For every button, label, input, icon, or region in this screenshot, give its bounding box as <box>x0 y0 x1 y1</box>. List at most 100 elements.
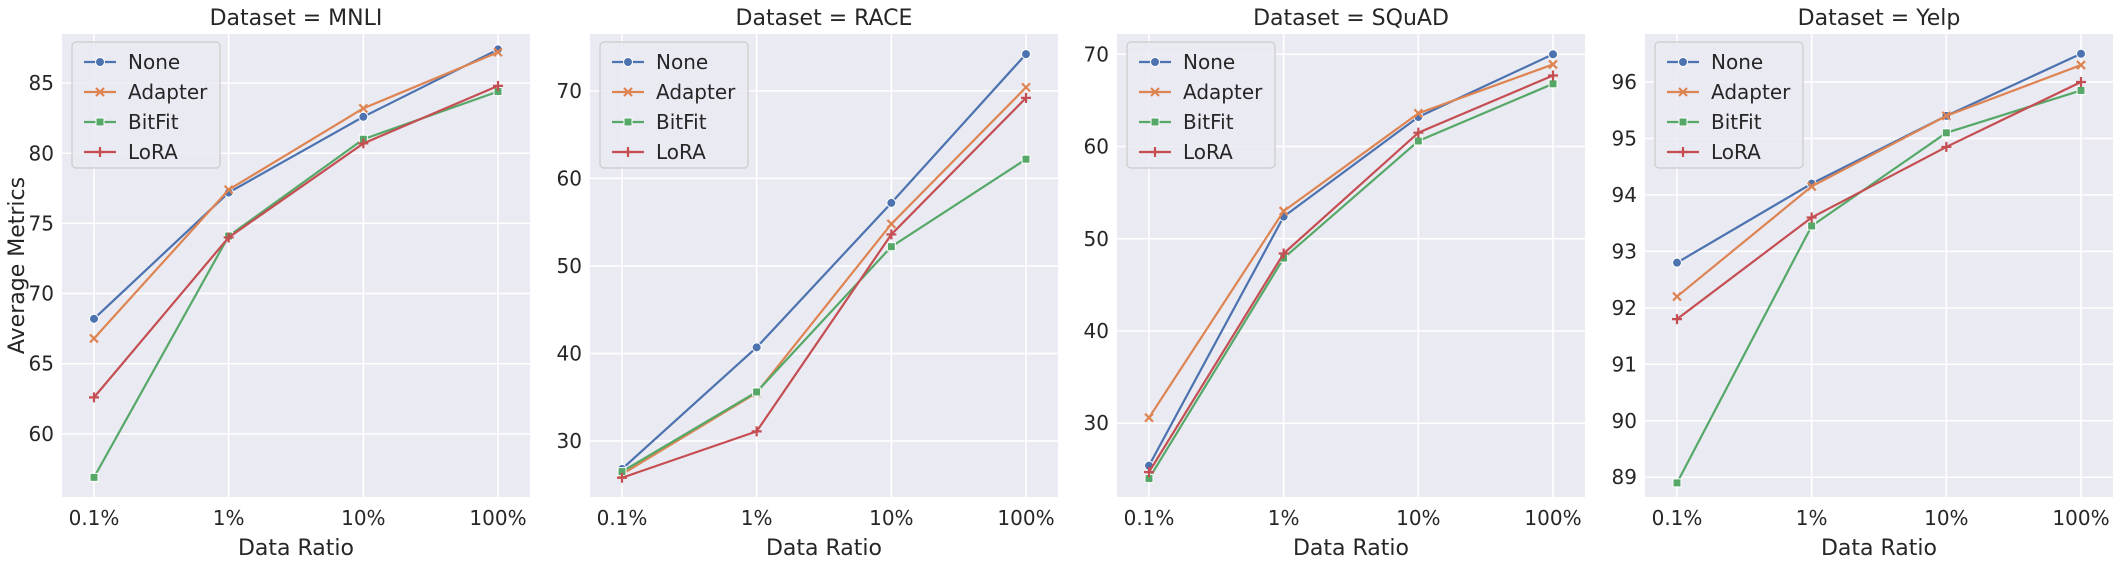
legend-label: None <box>1711 50 1763 74</box>
series-lora <box>1144 70 1558 478</box>
y-tick-label: 80 <box>29 141 54 165</box>
legend: None Adapter BitFit LoRA <box>1654 41 1804 169</box>
y-tick-label: 70 <box>557 79 582 103</box>
y-tick-label: 60 <box>29 422 54 446</box>
data-point <box>358 138 369 149</box>
data-point <box>1144 467 1154 478</box>
data-point <box>493 47 503 58</box>
legend-entry: BitFit <box>1139 110 1234 134</box>
legend-entry: Adapter <box>84 80 208 104</box>
legend: None Adapter BitFit LoRA <box>71 41 221 169</box>
legend-entry: Adapter <box>1139 80 1263 104</box>
legend: None Adapter BitFit LoRA <box>599 41 749 169</box>
data-point <box>223 187 234 198</box>
data-point <box>1413 127 1424 138</box>
legend-marker <box>1150 147 1160 157</box>
legend-label: LoRA <box>656 140 706 164</box>
x-axis-label: Data Ratio <box>238 536 354 561</box>
data-point <box>1413 108 1424 119</box>
data-point <box>1144 412 1154 423</box>
x-axis-label: Data Ratio <box>766 536 882 561</box>
x-axis-label: Data Ratio <box>1293 536 1409 561</box>
x-tick-label: 0.1% <box>1652 506 1703 530</box>
x-tick-label: 0.1% <box>69 506 120 530</box>
data-point <box>751 342 762 353</box>
y-tick-label: 85 <box>29 71 54 95</box>
x-tick-label: 100% <box>469 506 526 530</box>
data-point <box>1806 181 1817 192</box>
data-point <box>1548 70 1558 81</box>
data-point <box>886 197 897 208</box>
y-tick-label: 50 <box>557 254 582 278</box>
legend-label: None <box>128 50 180 74</box>
y-tick-label: 60 <box>557 166 582 190</box>
legend-label: BitFit <box>656 110 707 134</box>
panel-3: Dataset = SQuAD 30 40 50 60 70 0.1% 1% 10% 100% Da… <box>1084 6 1585 561</box>
y-tick-label: 95 <box>1612 126 1637 150</box>
data-point <box>2076 60 2086 70</box>
legend-entry: LoRA <box>84 140 178 164</box>
data-point <box>358 111 369 122</box>
legend-marker <box>1678 57 1688 67</box>
data-point <box>89 392 99 403</box>
series-line <box>1676 81 2082 321</box>
series-lora <box>1672 76 2086 325</box>
x-tick-label: 0.1% <box>597 506 648 530</box>
legend-entry: BitFit <box>84 110 179 134</box>
legend-entry: None <box>84 50 180 74</box>
data-point <box>1807 221 1817 231</box>
legend-box <box>71 41 221 169</box>
legend-marker <box>623 57 633 67</box>
x-tick-label: 10% <box>869 506 913 530</box>
x-tick-label: 0.1% <box>1124 506 1175 530</box>
legend-marker <box>1150 87 1160 97</box>
legend-marker <box>95 117 105 127</box>
legend-label: Adapter <box>656 80 736 104</box>
x-tick-label: 1% <box>213 506 245 530</box>
data-point <box>1021 154 1031 164</box>
data-point <box>2076 48 2086 59</box>
series-line <box>93 51 499 340</box>
legend-entry: LoRA <box>1667 140 1761 164</box>
series-none <box>1672 48 2086 268</box>
data-point <box>1278 248 1289 259</box>
data-point <box>617 472 627 483</box>
legend-entry: LoRA <box>1139 140 1233 164</box>
data-point <box>751 426 762 437</box>
series-lora <box>617 92 1031 483</box>
series-line <box>1148 53 1554 467</box>
data-point <box>1672 314 1682 325</box>
panel-4: Dataset = Yelp 89 90 91 92 93 94 95 96 0.1% 1% 10% 1… <box>1612 6 2113 561</box>
y-axis-label: Average Metrics <box>5 177 30 354</box>
legend-entry: BitFit <box>612 110 707 134</box>
series-line <box>93 84 499 399</box>
legend-marker <box>1150 57 1160 67</box>
data-point <box>1548 49 1558 60</box>
x-tick-label: 1% <box>1268 506 1300 530</box>
data-point <box>2076 76 2086 87</box>
panel-title: Dataset = MNLI <box>210 6 383 31</box>
series-line <box>1676 64 2082 298</box>
data-point <box>886 242 896 252</box>
x-tick-label: 100% <box>997 506 1054 530</box>
data-point <box>1021 92 1031 103</box>
panel-title: Dataset = RACE <box>736 6 913 31</box>
legend-marker <box>623 147 633 157</box>
series-adapter <box>1144 59 1558 423</box>
legend-marker <box>623 117 633 127</box>
panel-title: Dataset = Yelp <box>1798 6 1961 31</box>
series-line <box>1148 82 1554 480</box>
data-point <box>1548 59 1558 70</box>
y-tick-label: 65 <box>29 352 54 376</box>
y-tick-label: 70 <box>1084 42 1109 66</box>
data-point <box>89 472 99 482</box>
data-point <box>1278 206 1289 216</box>
legend-marker <box>1678 147 1688 157</box>
legend-marker <box>95 87 105 97</box>
series-line <box>1148 74 1554 473</box>
legend-marker <box>1678 87 1688 97</box>
x-axis-label: Data Ratio <box>1821 536 1937 561</box>
legend-label: None <box>656 50 708 74</box>
y-tick-label: 75 <box>29 211 54 235</box>
